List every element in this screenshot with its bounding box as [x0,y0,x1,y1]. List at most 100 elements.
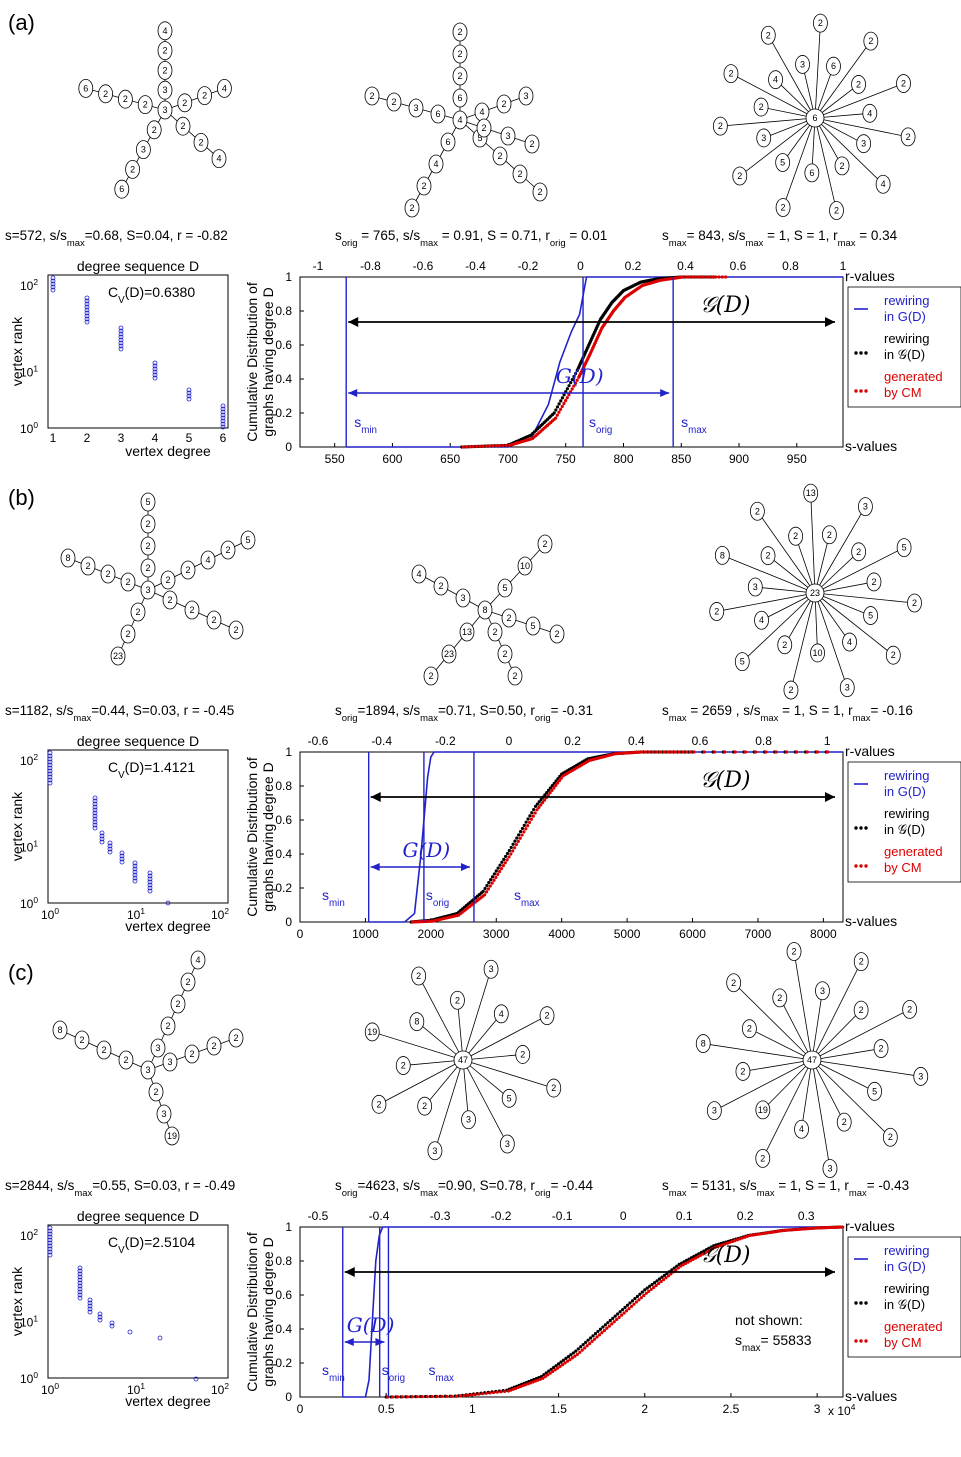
series-point-CM [684,750,689,754]
graph-node-label: 2 [145,519,150,529]
legend-label: by CM [884,860,922,875]
graph-node-label: 2 [766,30,771,40]
series-point-CM [546,793,550,797]
graph-node-label: 2 [165,1021,170,1031]
degree-point [47,1231,53,1237]
series-point-CM [712,750,717,754]
text-run: = 765, s/s [358,228,421,243]
series-point-CM [812,1226,816,1230]
graph-node [826,56,841,76]
degree-point [220,424,226,430]
graph-node-label: 3 [918,1071,923,1081]
subscript: max [838,238,856,249]
graph-edge [779,997,813,1061]
graph-node [795,55,810,74]
series-point-CM [514,842,519,847]
series-point-rewiring-script-G [584,1340,588,1344]
graph-node [532,182,548,202]
degree-point [132,872,138,878]
graph-edge [767,35,816,119]
graph-edge [462,1059,554,1089]
cdf-y-tick: 0.8 [275,1254,292,1268]
series-point-CM [548,1371,552,1375]
text-run: s=1182, s/s [5,703,74,718]
series-point-rewiring-script-G [483,886,487,891]
graph-node-label: 2 [481,123,486,133]
series-point-CM [557,779,562,783]
legend-label: rewiring [884,768,930,783]
text-run: s [735,1332,742,1348]
graph-node-label: 2 [180,121,185,131]
graph-node [441,644,457,664]
text-run: =0.68, S=0.04, r = -0.82 [85,228,228,243]
graph-node-label: 47 [807,1055,817,1065]
series-point-CM [563,1361,567,1365]
graph-node-label: 2 [409,203,414,213]
degree-point [118,346,124,352]
graph-node [867,1081,882,1101]
graph-node [712,116,728,136]
degree-point [99,833,105,839]
text-run: =0.71, S=0.50, r [438,703,535,718]
graph-edge [720,117,816,127]
text-run: = 55833 [761,1332,812,1348]
graph-node [96,1040,112,1060]
series-point-CM [651,750,655,754]
graph-node [834,156,850,176]
degree-point [87,1297,93,1303]
subscript: orig [342,238,358,249]
degree-point [186,390,192,396]
graph-edge [811,1059,831,1169]
series-point-CM [735,1238,739,1242]
graph-node [512,164,528,184]
degree-point [220,406,226,412]
degree-point [147,879,153,885]
graph-edge [457,1000,464,1061]
graph-node-label: 2 [175,999,180,1009]
graph-node-label: 4 [479,107,484,117]
subscript: min [329,898,345,909]
graph-node [206,610,222,630]
degree-point [47,780,53,786]
graph-node-label: 3 [761,133,766,143]
series-point-CM [615,1317,619,1322]
series-point-CM [516,839,520,843]
degree-plot-xlabel: vertex degree [125,1393,211,1409]
graph-node [875,174,891,194]
graph-node-label: 2 [211,615,216,625]
degree-point [99,839,105,845]
degree-point [47,765,53,771]
graph-node-label: 2 [123,94,128,104]
graph-edge [714,1059,813,1111]
cdf-top-tick: -0.1 [552,1209,573,1223]
subscript: max [74,1188,92,1199]
graph-node-label: 2 [879,1044,884,1054]
legend-frame [847,286,961,408]
series-point-CM [567,393,571,397]
graph-edge [811,1059,921,1077]
graph-node-label: 6 [435,109,440,119]
arrow-head [825,1267,835,1277]
degree-point [127,1329,133,1335]
graph-edge [814,117,884,185]
graph-node-label: 2 [755,506,760,516]
legend-swatch-dot [864,1339,868,1343]
graph-caption-2: sorig=4623, s/smax=0.90, S=0.78, rorig= … [335,1178,593,1199]
graph-caption-3: smax = 2659 , s/smax = 1, S = 1, rmax= -… [662,703,913,724]
series-point-rewiring-script-G [502,857,506,861]
graph-node-label: 5 [502,583,507,593]
graph-node-label: 2 [766,551,771,561]
graph-node-label: 19 [367,1027,377,1037]
series-point-CM [553,1368,557,1372]
series-point-rewiring-script-G [533,804,538,809]
series-point-CM [760,1232,764,1236]
series-point-CM [607,1324,611,1328]
cdf-top-tick: 0.2 [737,1209,754,1223]
graph-node-label: 3 [820,986,825,996]
series-point-rewiring-script-G [505,851,510,856]
subscript: max [853,713,871,724]
degree-point [147,873,153,879]
cdf-top-tick: 0.4 [628,734,645,748]
series-point-CM [450,1394,454,1398]
